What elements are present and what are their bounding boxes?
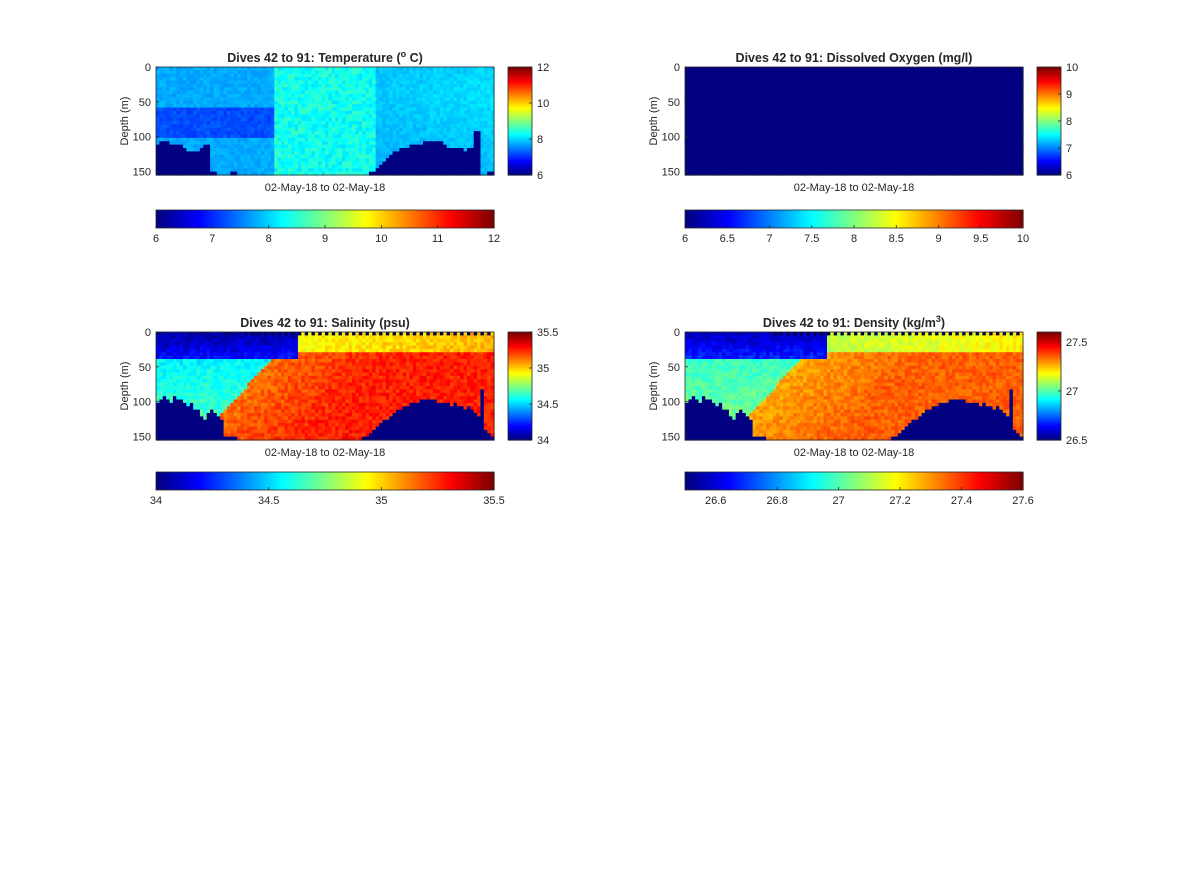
colorbar-horizontal-tick-label: 12	[488, 233, 500, 245]
heatmap-cells	[156, 67, 495, 176]
y-tick-label: 0	[145, 62, 151, 74]
colorbar-vertical-tick-label: 10	[537, 98, 549, 110]
colorbar-horizontal-tick-label: 8	[266, 233, 272, 245]
y-tick-label: 100	[133, 132, 151, 144]
colorbar-vertical-tick-label: 12	[537, 62, 549, 74]
x-axis-label: 02-May-18 to 02-May-18	[265, 182, 385, 194]
colorbar-horizontal-tick-label: 11	[432, 233, 443, 245]
y-tick-label: 50	[139, 97, 151, 109]
colorbar-horizontal-tick-label: 7	[209, 233, 215, 245]
chart-title: Dives 42 to 91: Temperature (o C)	[227, 49, 423, 65]
colorbar-vertical-tick-label: 6	[537, 170, 543, 182]
colorbar-horizontal-tick-label: 10	[375, 233, 387, 245]
colorbar-horizontal-tick-label: 9	[322, 233, 328, 245]
y-axis-label: Depth (m)	[119, 97, 131, 146]
chart-title-end: C)	[406, 51, 423, 65]
chart-panel-temperature: 0 50 100 150 Depth (m) 02-May-18 to 02-May-18…	[119, 49, 549, 245]
colorbar-vertical-tick-label: 8	[537, 134, 543, 146]
heatmap-cells	[685, 67, 1024, 176]
colorbar-horizontal-tick-label: 6	[153, 233, 159, 245]
y-tick-label: 150	[133, 167, 151, 179]
chart-title-main: Dives 42 to 91: Temperature (	[227, 51, 401, 65]
